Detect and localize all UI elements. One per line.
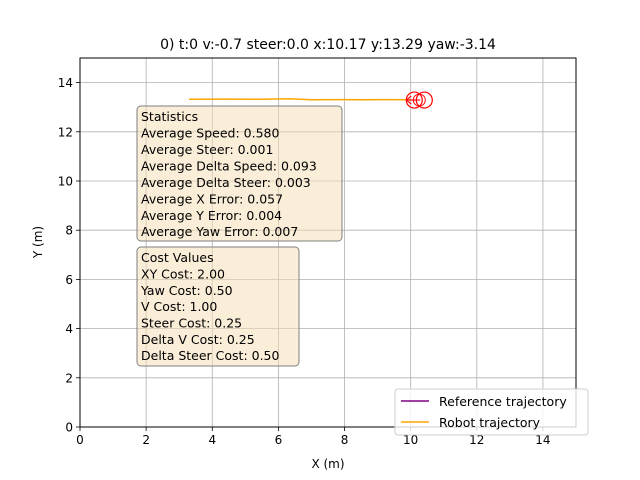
x-tick-label: 6 [275, 433, 283, 447]
legend: Reference trajectory Robot trajectory [394, 388, 589, 436]
statistics-box: Statistics Average Speed: 0.580 Average … [136, 105, 343, 242]
robot-heading-arrowhead [405, 95, 412, 101]
legend-frame [394, 388, 589, 436]
statistics-line: Average Y Error: 0.004 [141, 208, 282, 223]
statistics-line: Average Delta Steer: 0.003 [141, 175, 311, 190]
x-tick-label: 14 [535, 433, 550, 447]
statistics-heading: Statistics [141, 109, 198, 124]
grid [79, 58, 576, 428]
y-tick-label: 14 [58, 76, 73, 90]
cost-line: XY Cost: 2.00 [141, 267, 225, 282]
statistics-line: Average Delta Speed: 0.093 [141, 159, 317, 174]
x-axis-label: X (m) [311, 457, 344, 471]
x-tick-label: 12 [469, 433, 484, 447]
x-tick-label: 10 [403, 433, 418, 447]
robot-heading-arrowhead [405, 99, 412, 105]
y-tick-label: 6 [65, 273, 73, 287]
series-line-robot [189, 98, 411, 101]
x-tick-label: 2 [142, 433, 150, 447]
robot-marker [405, 91, 433, 109]
cost-values-box-background [136, 246, 300, 367]
cost-values-heading: Cost Values [141, 250, 214, 265]
cost-line: Yaw Cost: 0.50 [140, 283, 233, 298]
x-tick-label: 8 [341, 433, 349, 447]
y-tick-label: 0 [65, 421, 73, 435]
y-tick-label: 4 [65, 322, 73, 336]
y-tick-label: 10 [58, 175, 73, 189]
y-tick-label: 2 [65, 371, 73, 385]
y-axis-label: Y (m) [31, 226, 45, 259]
statistics-line: Average X Error: 0.057 [141, 192, 283, 207]
legend-label-robot: Robot trajectory [439, 415, 541, 430]
y-axis: 0 2 4 6 8 10 12 14 [58, 76, 80, 435]
y-tick-label: 12 [58, 125, 73, 139]
cost-line: V Cost: 1.00 [141, 299, 217, 314]
cost-values-box: Cost Values XY Cost: 2.00 Yaw Cost: 0.50… [136, 246, 300, 367]
statistics-line: Average Yaw Error: 0.007 [141, 224, 298, 239]
statistics-box-background [136, 105, 343, 242]
legend-label-reference: Reference trajectory [439, 394, 567, 409]
chart-title: 0) t:0 v:-0.7 steer:0.0 x:10.17 y:13.29 … [160, 37, 496, 53]
cost-line: Steer Cost: 0.25 [141, 316, 242, 331]
statistics-line: Average Steer: 0.001 [141, 142, 273, 157]
statistics-line: Average Speed: 0.580 [141, 126, 280, 141]
plot-frame [79, 57, 577, 428]
series-layer [189, 98, 411, 101]
x-tick-label: 4 [208, 433, 216, 447]
cost-line: Delta V Cost: 0.25 [141, 332, 255, 347]
cost-line: Delta Steer Cost: 0.50 [141, 348, 280, 363]
x-tick-label: 0 [76, 433, 84, 447]
y-tick-label: 8 [65, 224, 73, 238]
x-axis: 0 2 4 6 8 10 12 14 [76, 427, 551, 447]
